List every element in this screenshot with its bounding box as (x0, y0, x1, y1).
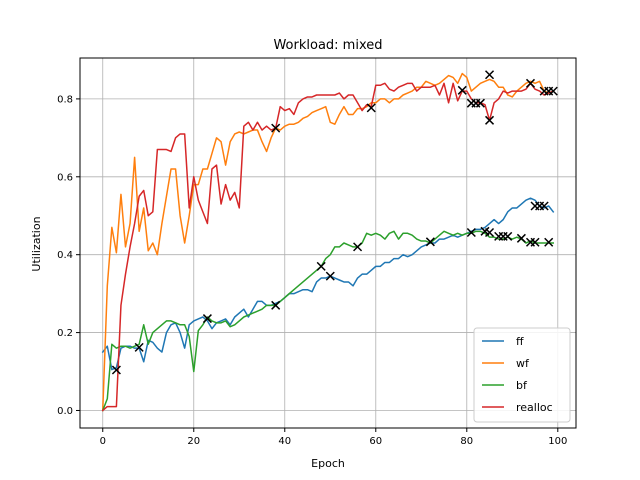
x-marker (457, 85, 467, 95)
legend-label-wf: wf (516, 357, 530, 370)
chart-title: Workload: mixed (273, 38, 382, 53)
x-marker-stroke (480, 226, 490, 236)
x-marker (544, 237, 554, 247)
x-marker (325, 271, 335, 281)
x-tick-label: 20 (187, 436, 200, 447)
x-marker (425, 237, 435, 247)
legend: ff wf bf realloc (473, 327, 571, 423)
x-marker (485, 70, 495, 80)
legend-box (473, 327, 571, 423)
x-tick-label: 0 (100, 436, 106, 447)
series-line-wf (101, 72, 555, 412)
x-marker (548, 86, 558, 96)
legend-label-realloc: realloc (516, 401, 553, 414)
x-marker (202, 314, 212, 324)
x-marker (539, 201, 549, 211)
x-marker-stroke (466, 227, 476, 238)
x-marker-stroke (111, 365, 121, 375)
y-tick-label: 0.0 (57, 406, 73, 417)
x-marker-stroke (316, 261, 326, 271)
axis-ticks: 0 20 40 60 80 100 0.0 0.2 0.4 0.6 0.8 (57, 94, 567, 447)
x-marker (271, 123, 281, 133)
x-marker-stroke (353, 242, 363, 252)
x-marker (516, 233, 526, 243)
plot-frame (79, 57, 577, 429)
x-tick-label: 60 (369, 436, 382, 447)
x-marker (366, 103, 376, 113)
legend-label-ff: ff (516, 335, 524, 348)
x-marker-stroke (134, 342, 144, 352)
x-marker (466, 227, 476, 238)
x-marker (503, 231, 513, 241)
y-tick-label: 0.2 (57, 328, 73, 339)
x-marker (525, 78, 536, 88)
series-line-realloc (101, 82, 555, 412)
x-tick-label: 40 (278, 436, 291, 447)
series-line-ff (101, 197, 555, 371)
x-marker-stroke (485, 115, 495, 125)
x-marker-stroke (271, 123, 281, 133)
x-marker-stroke (539, 201, 549, 211)
legend-label-bf: bf (516, 379, 528, 392)
x-tick-label: 80 (460, 436, 473, 447)
y-tick-label: 0.6 (57, 172, 73, 183)
y-axis-label: Utilization (30, 216, 43, 271)
x-marker-stroke (548, 86, 558, 96)
x-marker (134, 342, 144, 352)
x-marker-stroke (525, 78, 536, 88)
x-marker (475, 98, 485, 108)
x-marker-stroke (325, 271, 335, 281)
series-line-bf (101, 230, 554, 412)
x-marker (316, 261, 326, 271)
x-axis-label: Epoch (311, 457, 345, 470)
event-markers (111, 70, 558, 375)
x-marker (530, 237, 540, 247)
x-marker (111, 365, 121, 375)
x-marker (485, 227, 495, 238)
x-marker-stroke (503, 231, 513, 241)
y-tick-label: 0.4 (57, 250, 73, 261)
x-marker-stroke (475, 98, 485, 108)
x-marker-stroke (271, 300, 281, 310)
grid-lines (80, 58, 576, 428)
x-marker-stroke (485, 227, 495, 238)
x-marker-stroke (485, 70, 495, 80)
x-marker-stroke (202, 314, 212, 324)
x-marker (353, 242, 363, 252)
x-tick-label: 100 (548, 436, 567, 447)
series-lines (101, 72, 555, 412)
x-marker-stroke (425, 237, 435, 247)
x-marker-stroke (530, 237, 540, 247)
x-marker-stroke (366, 103, 376, 113)
x-marker (485, 115, 495, 125)
x-marker-stroke (544, 237, 554, 247)
x-marker-stroke (457, 85, 467, 95)
x-marker-stroke (516, 233, 526, 243)
y-tick-label: 0.8 (57, 94, 73, 105)
x-marker (271, 300, 281, 310)
